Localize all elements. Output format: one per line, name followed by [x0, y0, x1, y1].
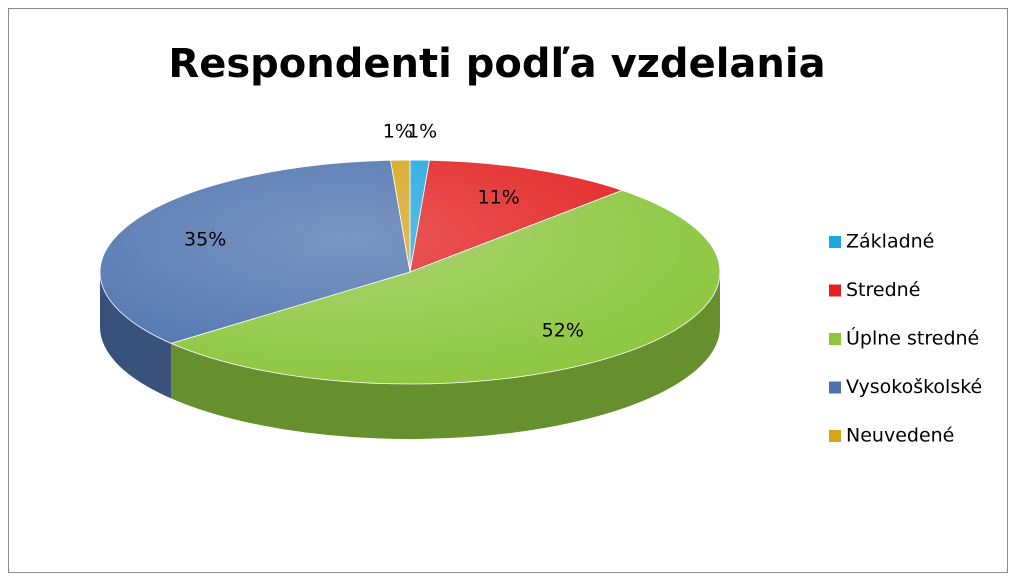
legend-swatch [829, 333, 841, 345]
legend-label: Vysokoškolské [846, 376, 982, 398]
legend-swatch [829, 284, 841, 297]
data-label: 1% [407, 121, 437, 143]
data-label: 11% [478, 186, 520, 208]
legend-label: Úplne stredné [846, 326, 979, 350]
legend-swatch [829, 381, 841, 394]
legend-label: Neuvedené [846, 425, 954, 447]
legend-swatch [829, 430, 841, 442]
pie-slice-side [171, 272, 721, 439]
legend-label: Základné [846, 231, 934, 253]
legend-swatch [829, 236, 841, 248]
data-label: 1% [383, 121, 413, 143]
chart-title: Respondenti podľa vzdelania [168, 41, 825, 87]
data-label: 52% [542, 319, 584, 341]
legend-label: Stredné [846, 279, 920, 301]
data-label: 35% [184, 228, 226, 250]
